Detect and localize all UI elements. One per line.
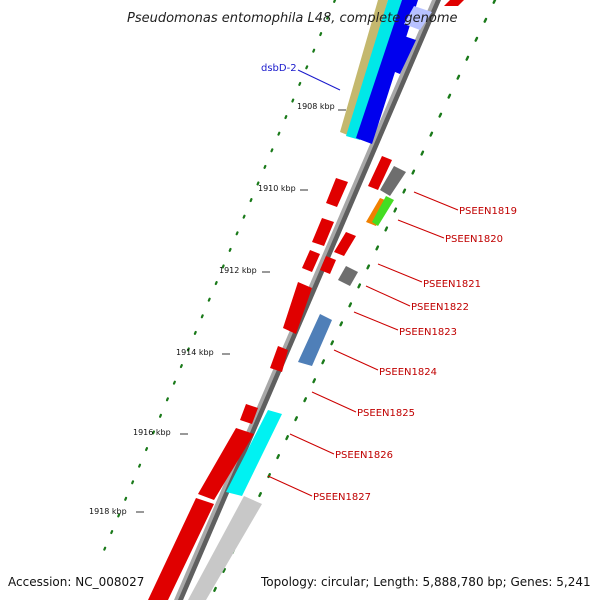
cds-feature [270, 346, 288, 372]
ruler-ticks [136, 109, 346, 513]
cds-feature [390, 36, 416, 74]
cds-feature [444, 0, 464, 6]
cds-feature [198, 428, 254, 500]
misc-feature [372, 196, 394, 226]
gene-label-pseen1820[interactable]: PSEEN1820 [445, 234, 503, 245]
misc-feature [380, 166, 406, 196]
gene-track-khaki [340, 0, 388, 136]
cds-feature [356, 0, 418, 144]
gene-label-pseen1825[interactable]: PSEEN1825 [357, 408, 415, 419]
outer-features [188, 0, 464, 600]
ruler-label: 1914 kbp [176, 348, 214, 357]
gene-label-pseen1824[interactable]: PSEEN1824 [379, 367, 437, 378]
cds-feature [302, 250, 320, 272]
accession-text: Accession: NC_008027 [8, 575, 144, 589]
gene-label-pseen1827[interactable]: PSEEN1827 [313, 492, 371, 503]
cds-feature [326, 178, 348, 207]
gene-label-dsbd-2[interactable]: dsbD-2 [261, 63, 297, 74]
gene-label-pseen1819[interactable]: PSEEN1819 [459, 206, 517, 217]
misc-feature [338, 266, 358, 286]
gene-label-pseen1821[interactable]: PSEEN1821 [423, 279, 481, 290]
ruler-label: 1912 kbp [219, 266, 257, 275]
gene-track-grey [188, 496, 262, 600]
ruler-label: 1910 kbp [258, 184, 296, 193]
misc-feature [298, 314, 332, 366]
rna-feature [226, 410, 282, 496]
cds-feature [368, 156, 392, 190]
label-connectors [267, 69, 459, 497]
reverse-strand-features [148, 178, 348, 600]
gene-label-pseen1822[interactable]: PSEEN1822 [411, 302, 469, 313]
cds-feature [334, 232, 356, 256]
map-title: Pseudomonas entomophila L48, complete ge… [127, 11, 458, 26]
gc-content-track-inner [98, 0, 337, 562]
cds-feature [240, 404, 258, 424]
rna-feature [346, 0, 402, 140]
ruler-label: 1918 kbp [89, 507, 127, 516]
topology-text: Topology: circular; Length: 5,888,780 bp… [260, 575, 591, 589]
ruler-label: 1916 kbp [133, 428, 171, 437]
ruler-label: 1908 kbp [297, 102, 335, 111]
cds-feature [283, 282, 312, 334]
cds-feature [148, 498, 214, 600]
gene-label-pseen1826[interactable]: PSEEN1826 [335, 450, 393, 461]
cds-feature [320, 256, 336, 274]
cds-feature [312, 218, 334, 246]
gene-label-pseen1823[interactable]: PSEEN1823 [399, 327, 457, 338]
cds-feature-light [404, 6, 432, 30]
